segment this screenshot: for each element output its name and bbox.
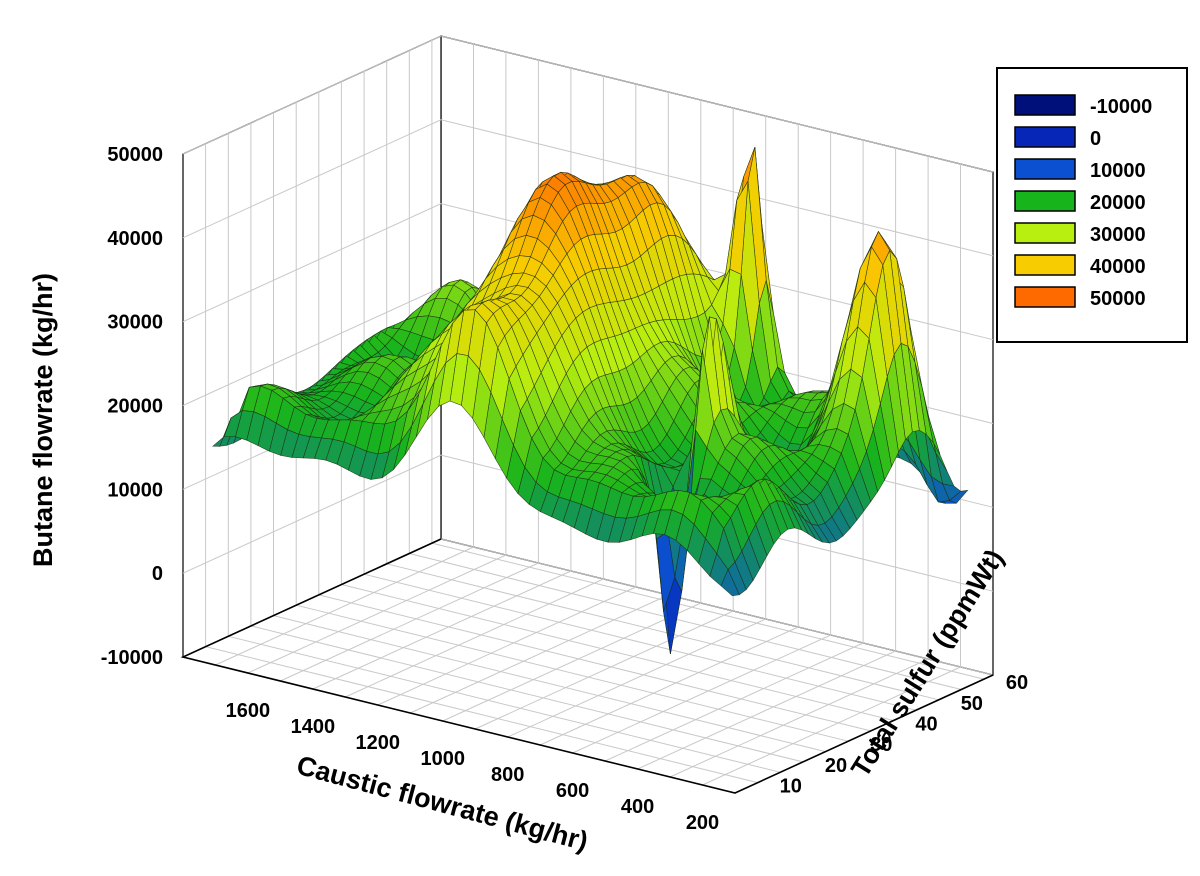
floor-grid-y [296, 604, 849, 742]
legend-label: 40000 [1090, 256, 1146, 278]
y-tick-label: 40 [915, 714, 937, 736]
z-axis-title: Butane flowrate (kg/hr) [28, 273, 58, 567]
legend-label: 10000 [1090, 160, 1146, 182]
floor-grid-y [341, 584, 894, 721]
y-tick-label: 10 [780, 776, 802, 798]
z-tick-label: 40000 [107, 228, 163, 250]
x-tick-label: 1400 [291, 716, 336, 738]
legend-label: 0 [1090, 128, 1101, 150]
legend-label: 50000 [1090, 288, 1146, 310]
grid-line-z [182, 203, 994, 341]
axis-ticks: -10000 0 10000 20000 30000 40000 50000 1600 1400… [101, 144, 1028, 834]
floor-outline [180, 538, 994, 794]
z-tick-label: 0 [152, 563, 163, 585]
legend-label: 30000 [1090, 224, 1146, 246]
x-tick-label: 600 [556, 780, 589, 802]
legend-label: 20000 [1090, 192, 1146, 214]
floor-grid-x [572, 634, 831, 754]
floor-grid-y [386, 563, 939, 701]
legend-swatch [1014, 126, 1076, 148]
floor-grid-x [702, 666, 961, 786]
floor-grid-x [377, 586, 637, 706]
floor-grid-x [604, 642, 864, 762]
floor-grid-x [410, 594, 669, 714]
floor-grid-y [273, 615, 826, 753]
floor-grid-x [215, 546, 474, 666]
legend: -10000 0 10000 20000 30000 40000 50000 [996, 67, 1188, 343]
floor-grid-x [474, 610, 734, 730]
grid-line-z [182, 35, 994, 173]
y-tick-label: 60 [1006, 672, 1028, 694]
x-tick-label: 200 [686, 812, 719, 834]
floor-grid-x [345, 578, 604, 698]
legend-swatch [1014, 286, 1076, 308]
floor-grid-x [539, 626, 799, 746]
floor-grid-y [409, 553, 962, 690]
legend-swatch [1014, 158, 1076, 180]
floor-grid-x [312, 570, 572, 690]
floor-grid-x [247, 554, 507, 674]
z-tick-label: 10000 [107, 479, 163, 501]
legend-swatch [1014, 190, 1076, 212]
x-tick-label: 1200 [356, 732, 401, 754]
floor-grid-y [205, 646, 758, 784]
x-tick-label: 1600 [226, 700, 271, 722]
legend-swatch [1014, 254, 1076, 276]
floor-grid-y [228, 635, 781, 773]
z-tick-label: -10000 [101, 647, 163, 669]
grid-line-z [182, 454, 994, 592]
x-tick-label: 1000 [421, 748, 466, 770]
y-tick-label: 30 [870, 734, 892, 756]
floor-grid-x [507, 618, 766, 738]
z-tick-label: 20000 [107, 396, 163, 418]
z-tick-label: 30000 [107, 312, 163, 334]
y-tick-label: 50 [961, 693, 983, 715]
legend-label: -10000 [1090, 96, 1152, 118]
legend-swatch [1014, 222, 1076, 244]
x-tick-label: 800 [491, 764, 524, 786]
surface-cell [211, 417, 232, 447]
floor-grid-x [637, 650, 896, 770]
floor-grid-x [280, 562, 539, 682]
floor-grid-y [250, 625, 804, 763]
surface-mesh [211, 146, 969, 654]
floor-grid-y [318, 594, 871, 732]
legend-swatch [1014, 94, 1076, 116]
y-tick-label: 20 [825, 755, 847, 777]
floor-grid-y [431, 542, 985, 680]
floor-grid-x [442, 602, 702, 722]
floor-grid-x [669, 658, 929, 778]
z-tick-label: 50000 [107, 144, 163, 166]
floor-grid-y [363, 573, 917, 711]
x-tick-label: 400 [621, 796, 654, 818]
grid-line-z [182, 119, 994, 257]
